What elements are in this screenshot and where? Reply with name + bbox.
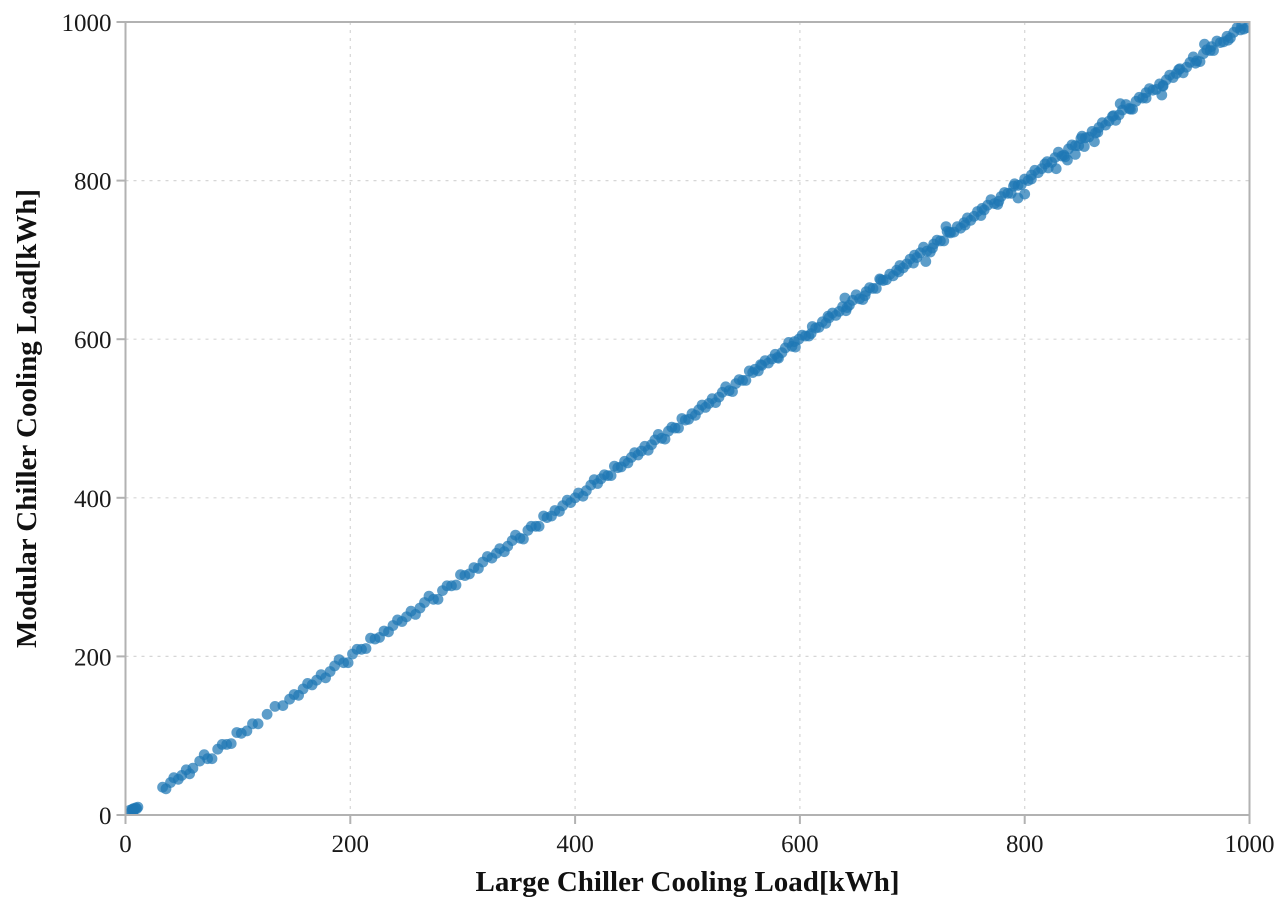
y-tick-label: 600 [74, 327, 112, 354]
scatter-point [533, 520, 545, 532]
scatter-point [822, 310, 834, 322]
scatter-point [755, 359, 766, 370]
scatter-point [875, 274, 887, 286]
x-tick-label: 0 [119, 831, 132, 858]
scatter-point [1140, 87, 1152, 98]
scatter-point [959, 219, 971, 231]
y-tick-label: 800 [74, 169, 112, 196]
gridlines [125, 22, 1250, 815]
scatter-point [1008, 180, 1019, 192]
y-axis-label: Modular Chiller Cooling Load[kWh] [11, 189, 43, 648]
scatter-point [841, 302, 853, 313]
x-tick-label: 200 [332, 831, 370, 858]
scatter-point [1190, 57, 1201, 69]
scatter-point [938, 235, 950, 247]
scatter-point [1236, 22, 1247, 31]
scatter-point [342, 657, 354, 669]
scatter-point [269, 701, 281, 712]
scatter-point [805, 328, 817, 339]
scatter-point [940, 221, 952, 233]
scatter-point [1199, 38, 1210, 50]
scatter-point [1026, 173, 1037, 185]
x-tick-label: 400 [556, 831, 594, 858]
y-tick-label: 0 [99, 803, 112, 830]
scatter-point [870, 283, 882, 294]
scatter-point [1069, 149, 1081, 160]
scatter-point [839, 292, 851, 304]
scatter-point [909, 249, 920, 261]
scatter-point [1108, 110, 1119, 121]
scatter-point [1125, 103, 1136, 115]
x-axis-label: Large Chiller Cooling Load[kWh] [475, 866, 899, 898]
scatter-points [125, 22, 1250, 815]
scatter-point [1222, 34, 1234, 46]
scatter-point [187, 762, 199, 774]
scatter-point [893, 266, 905, 278]
tick-labels: 0 200 400 600 800 1000 0 200 400 600 800 1000 [62, 10, 1275, 858]
scatter-point [1019, 188, 1031, 200]
scatter-point [976, 203, 988, 214]
scatter-point [1089, 136, 1100, 148]
x-tick-label: 600 [781, 831, 819, 858]
scatter-point [1062, 154, 1073, 166]
scatter-point [261, 708, 273, 720]
scatter-point [252, 718, 264, 730]
y-tick-label: 1000 [62, 10, 112, 37]
scatter-point [1092, 126, 1104, 138]
scatter-point [1173, 64, 1185, 75]
scatter-point [1157, 80, 1169, 92]
scatter-point [277, 700, 289, 711]
scatter-point [1078, 141, 1090, 152]
scatter-point [450, 579, 462, 591]
scatter-point [927, 242, 938, 254]
scatter-point [788, 336, 800, 347]
x-tick-label: 1000 [1225, 831, 1275, 858]
scatter-point [206, 753, 218, 765]
scatter-point [993, 195, 1005, 207]
y-tick-label: 400 [74, 486, 112, 513]
tick-marks [116, 21, 1251, 824]
scatter-point [605, 470, 617, 481]
scatter-point [920, 256, 932, 267]
y-tick-label: 200 [74, 644, 112, 671]
scatter-point [225, 738, 237, 749]
scatter-point [772, 352, 783, 363]
x-tick-label: 800 [1006, 831, 1044, 858]
scatter-point [1050, 163, 1062, 175]
plot-border [124, 21, 1251, 816]
scatter-point [1041, 156, 1053, 168]
scatter-point [1156, 89, 1168, 101]
scatter-point [859, 290, 871, 301]
scatter-point [132, 801, 144, 813]
scatter-point [740, 375, 752, 386]
scatter-point [673, 422, 684, 434]
scatter-point [1114, 98, 1126, 110]
scatter-point [360, 643, 372, 654]
scatter-point [518, 533, 529, 545]
scatter-point [432, 593, 444, 605]
